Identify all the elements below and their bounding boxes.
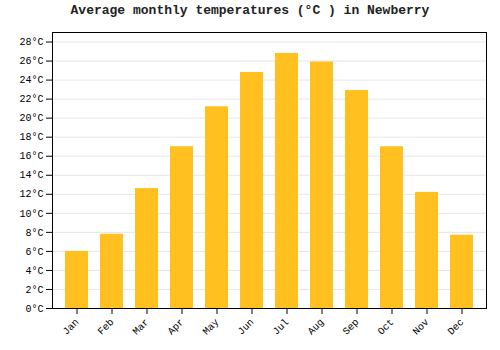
svg-text:18°C: 18°C xyxy=(19,132,43,143)
svg-text:22°C: 22°C xyxy=(19,94,43,105)
svg-text:Jul: Jul xyxy=(271,317,292,338)
svg-text:20°C: 20°C xyxy=(19,113,43,124)
svg-text:Aug: Aug xyxy=(306,317,327,338)
svg-text:Dec: Dec xyxy=(446,317,467,338)
svg-text:Oct: Oct xyxy=(376,317,397,338)
svg-text:28°C: 28°C xyxy=(19,37,43,48)
svg-text:4°C: 4°C xyxy=(25,266,43,277)
svg-text:Sep: Sep xyxy=(341,317,362,338)
svg-text:0°C: 0°C xyxy=(25,304,43,315)
svg-text:6°C: 6°C xyxy=(25,247,43,258)
svg-text:Apr: Apr xyxy=(166,317,187,338)
svg-text:Jun: Jun xyxy=(236,317,257,338)
svg-text:14°C: 14°C xyxy=(19,170,43,181)
svg-text:2°C: 2°C xyxy=(25,285,43,296)
svg-text:10°C: 10°C xyxy=(19,209,43,220)
svg-text:Feb: Feb xyxy=(96,317,117,338)
svg-text:24°C: 24°C xyxy=(19,75,43,86)
svg-text:26°C: 26°C xyxy=(19,56,43,67)
svg-text:8°C: 8°C xyxy=(25,228,43,239)
svg-text:12°C: 12°C xyxy=(19,189,43,200)
svg-text:Jan: Jan xyxy=(61,317,82,338)
svg-text:Nov: Nov xyxy=(411,317,432,338)
svg-text:16°C: 16°C xyxy=(19,151,43,162)
svg-text:Mar: Mar xyxy=(131,317,152,338)
html-text:Average monthly temperatures (: Average monthly temperatures (°C ) in Ne… xyxy=(70,3,430,18)
svg-text:May: May xyxy=(201,317,222,338)
